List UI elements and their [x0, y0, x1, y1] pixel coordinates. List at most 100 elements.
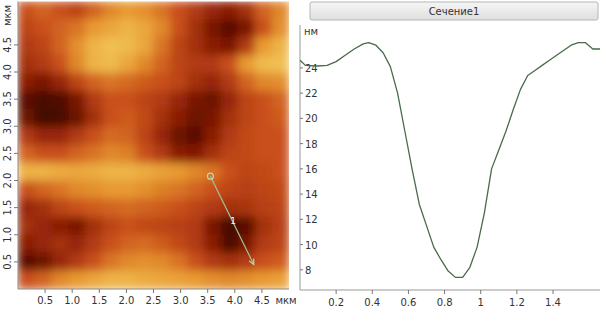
height-cell: [204, 73, 222, 92]
height-cell: [204, 19, 222, 38]
height-cell: [187, 73, 205, 92]
height-cell: [85, 253, 103, 272]
height-cell: [119, 235, 137, 254]
height-cell: [85, 217, 103, 236]
height-cell: [102, 2, 120, 20]
x-tick: [516, 290, 517, 294]
height-cell: [255, 163, 273, 182]
height-cell: [170, 199, 188, 218]
height-cell: [204, 2, 222, 20]
height-cell: [238, 217, 256, 236]
height-cell: [51, 271, 69, 289]
height-cell: [18, 19, 35, 38]
height-cell: [187, 181, 205, 200]
height-cell: [102, 19, 120, 38]
y-tick: [14, 207, 18, 208]
height-cell: [102, 37, 120, 56]
height-cell: [238, 37, 256, 56]
y-tick: [14, 99, 18, 100]
height-cell: [187, 2, 205, 20]
x-tick: [261, 289, 262, 293]
height-cell: [272, 73, 289, 92]
height-cell: [187, 109, 205, 128]
height-cell: [221, 2, 239, 20]
height-cell: [18, 37, 35, 56]
x-tick-label: 1.2: [509, 297, 525, 308]
height-cell: [170, 163, 188, 182]
height-cell: [136, 2, 154, 20]
height-cell: [187, 19, 205, 38]
height-cell: [136, 163, 154, 182]
height-cell: [238, 127, 256, 146]
y-tick-label: 3.0: [2, 118, 13, 134]
height-cell: [221, 145, 239, 164]
height-cell: [204, 145, 222, 164]
height-cell: [34, 253, 52, 272]
map-clip-group: [18, 2, 289, 290]
height-cell: [85, 73, 103, 92]
height-cell: [272, 235, 289, 254]
x-tick: [207, 289, 208, 293]
y-tick-label: 18: [305, 139, 318, 150]
height-cell: [153, 217, 171, 236]
height-cell: [34, 73, 52, 92]
height-cell: [136, 235, 154, 254]
height-cell: [170, 271, 188, 289]
height-cell: [119, 109, 137, 128]
height-cell: [170, 253, 188, 272]
height-cell: [119, 163, 137, 182]
height-cell: [238, 109, 256, 128]
height-cell: [255, 37, 273, 56]
height-cell: [68, 91, 86, 110]
x-tick: [72, 289, 73, 293]
height-cell: [153, 235, 171, 254]
height-cell: [221, 271, 239, 289]
height-cell: [170, 217, 188, 236]
height-cell: [85, 181, 103, 200]
height-cell: [221, 55, 239, 74]
height-cell: [34, 235, 52, 254]
height-cell: [272, 199, 289, 218]
y-tick-label: 16: [305, 164, 318, 175]
height-cell: [85, 19, 103, 38]
height-cell: [18, 253, 35, 272]
height-cell: [102, 91, 120, 110]
height-cell: [68, 2, 86, 20]
x-tick-label: 3.5: [200, 295, 216, 306]
height-cell: [187, 37, 205, 56]
height-cell: [51, 253, 69, 272]
height-cell: [119, 73, 137, 92]
y-tick-label: 4.5: [2, 37, 13, 53]
x-tick-label: 1.5: [91, 295, 107, 306]
height-cell: [119, 199, 137, 218]
height-cell: [170, 37, 188, 56]
y-tick-label: 2.0: [2, 173, 13, 189]
height-cell: [272, 55, 289, 74]
height-cell: [51, 145, 69, 164]
height-cell: [221, 37, 239, 56]
x-tick-label: 0.8: [437, 297, 453, 308]
height-cell: [51, 181, 69, 200]
height-cell: [204, 271, 222, 289]
height-cell: [255, 181, 273, 200]
y-tick: [14, 261, 18, 262]
height-cell: [102, 109, 120, 128]
height-cell: [153, 253, 171, 272]
height-cell: [221, 163, 239, 182]
height-cell: [238, 163, 256, 182]
x-tick-label: 4.5: [254, 295, 270, 306]
height-cell: [153, 91, 171, 110]
section-label: 1: [230, 216, 236, 226]
height-cell: [68, 199, 86, 218]
y-tick: [300, 194, 303, 195]
x-tick: [480, 290, 481, 294]
section-segment: [210, 176, 253, 264]
height-cell: [221, 253, 239, 272]
height-cell: [51, 19, 69, 38]
height-cell: [119, 19, 137, 38]
height-cell: [238, 73, 256, 92]
height-cell: [136, 145, 154, 164]
height-cell: [68, 253, 86, 272]
height-cell: [221, 235, 239, 254]
height-cell: [18, 91, 35, 110]
